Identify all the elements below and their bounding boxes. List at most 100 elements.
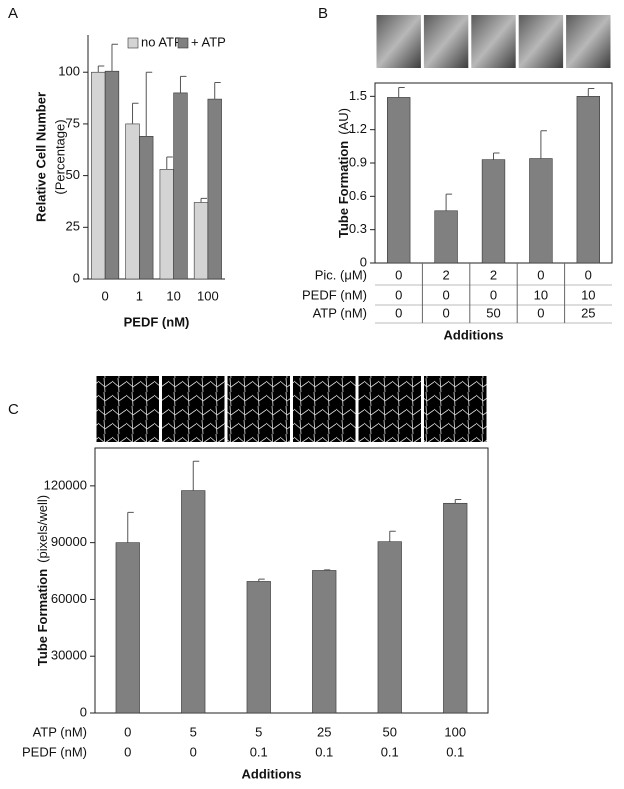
micrograph: [162, 376, 225, 442]
error-bar: [398, 86, 405, 98]
condition-value: 50: [486, 305, 500, 320]
condition-value: 10: [534, 287, 548, 302]
y-tick-label: 75: [66, 115, 80, 130]
error-bar: [389, 530, 396, 542]
condition-label: PEDF (nM): [22, 744, 87, 759]
error-bar: [111, 43, 118, 72]
bar: [91, 71, 106, 280]
condition-value: 100: [444, 724, 466, 739]
y-axis-label: Tube Formation (pixels/well): [35, 495, 50, 666]
bar: [377, 541, 402, 714]
micrograph: [293, 376, 356, 442]
bar: [193, 202, 209, 280]
panel-letter: C: [8, 401, 19, 418]
x-tick-label: 0: [102, 288, 109, 303]
y-axis-label-unit: (AU): [336, 108, 351, 135]
condition-value: 5: [190, 724, 197, 739]
y-tick-label: 120000: [44, 477, 87, 492]
y-tick-label: 90000: [51, 534, 87, 549]
error-bar: [540, 130, 547, 159]
x-tick-label: 10: [166, 288, 180, 303]
y-axis-label: Tube Formation (AU): [336, 108, 351, 238]
micrograph: [96, 376, 159, 442]
error-bar: [445, 193, 453, 211]
micrograph: [423, 15, 469, 68]
bar: [181, 490, 206, 714]
x-axis-label: Additions: [444, 327, 504, 342]
error-bar: [179, 75, 187, 93]
condition-label: ATP (nM): [313, 305, 367, 320]
condition-label: ATP (nM): [33, 724, 87, 739]
y-tick-label: 50: [66, 167, 80, 182]
x-axis-label: PEDF (nM): [124, 314, 190, 329]
condition-value: 0: [585, 267, 592, 282]
condition-value: 0: [537, 267, 544, 282]
condition-value: 0: [190, 744, 197, 759]
condition-value: 0: [490, 287, 497, 302]
y-axis-sublabel: (Percentage): [52, 119, 67, 194]
micrograph: [376, 15, 421, 68]
condition-value: 2: [442, 267, 449, 282]
legend-swatch: [177, 37, 189, 49]
condition-value: 25: [581, 305, 595, 320]
condition-value: 2: [490, 267, 497, 282]
error-bar: [166, 156, 173, 170]
error-bar: [127, 511, 134, 543]
legend-label: + ATP: [191, 34, 226, 49]
bar: [443, 502, 468, 714]
y-tick-label: 30000: [51, 648, 87, 663]
bar: [207, 98, 222, 280]
y-tick-label: 0.6: [349, 188, 367, 203]
y-tick-label: 1.5: [349, 88, 367, 103]
error-bar: [258, 578, 265, 582]
condition-value: 0: [124, 724, 131, 739]
legend-label: no ATP: [141, 34, 183, 49]
condition-value: 0.1: [315, 744, 333, 759]
x-tick-label: 1: [136, 288, 143, 303]
y-axis-label-unit: (pixels/well): [35, 495, 50, 563]
bar: [125, 123, 140, 280]
y-tick-label: 0: [80, 704, 87, 719]
condition-value: 50: [383, 724, 397, 739]
y-tick-label: 1.2: [349, 121, 367, 136]
legend-swatch: [127, 37, 139, 49]
panel-letter: A: [8, 5, 18, 22]
error-bar: [587, 88, 595, 97]
y-axis-label: Relative Cell Number: [33, 92, 48, 222]
y-tick-label: 100: [58, 64, 80, 79]
y-tick-label: 0: [73, 270, 80, 285]
bar: [104, 70, 120, 280]
condition-value: 0.1: [250, 744, 268, 759]
error-bar: [214, 82, 221, 100]
y-axis-label-main: Tube Formation: [336, 141, 351, 238]
bar: [159, 169, 174, 280]
y-tick-label: 0: [360, 254, 367, 269]
error-bar: [493, 152, 500, 160]
condition-value: 0: [395, 267, 402, 282]
bar: [529, 158, 553, 264]
y-tick-label: 60000: [51, 591, 87, 606]
bar: [173, 92, 188, 280]
condition-value: 0: [442, 305, 449, 320]
condition-label: PEDF (nM): [302, 287, 367, 302]
error-bar: [454, 498, 462, 504]
plot-frame: [94, 447, 489, 714]
condition-label: Pic. (μM): [315, 267, 367, 282]
bar: [434, 210, 458, 264]
y-tick-label: 0.9: [349, 154, 367, 169]
y-axis-label-main: Tube Formation: [35, 569, 50, 666]
bar: [115, 542, 140, 714]
x-tick-label: 100: [197, 288, 219, 303]
error-bar: [192, 460, 200, 491]
bar: [139, 136, 154, 280]
condition-value: 0.1: [446, 744, 464, 759]
condition-value: 10: [581, 287, 595, 302]
condition-value: 5: [255, 724, 262, 739]
condition-value: 0: [124, 744, 131, 759]
condition-value: 0: [395, 305, 402, 320]
bar: [481, 159, 506, 264]
x-axis-label: Additions: [242, 766, 302, 781]
y-tick-label: 0.3: [349, 221, 367, 236]
condition-value: 0.1: [381, 744, 399, 759]
